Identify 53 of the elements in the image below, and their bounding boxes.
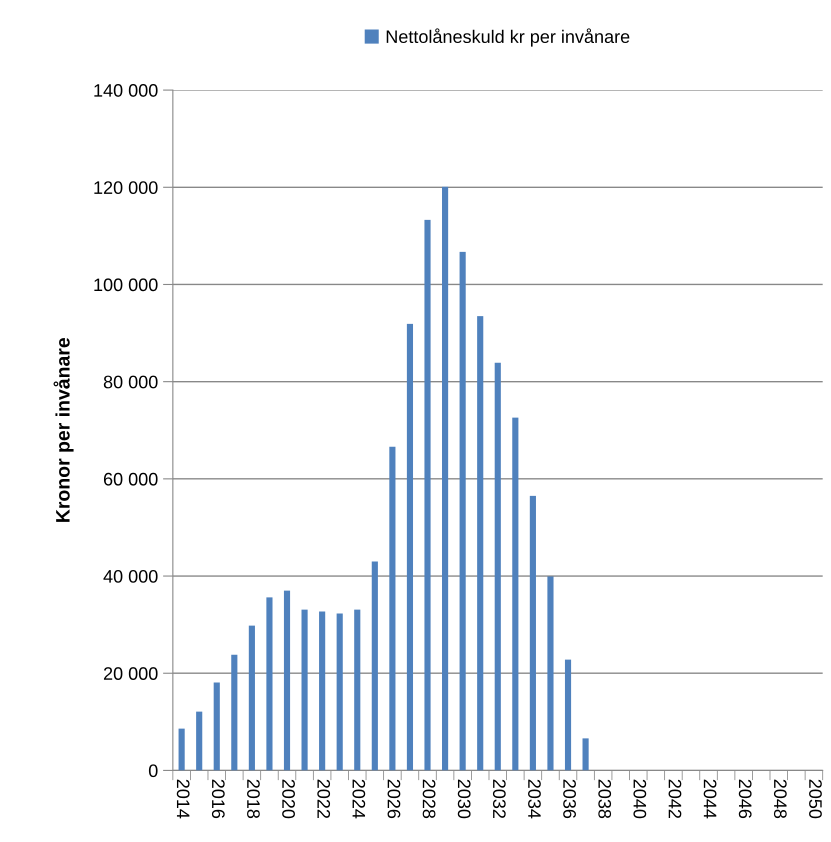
y-tick-label: 60 000 xyxy=(104,472,158,486)
bar xyxy=(196,712,202,770)
x-tick-label: 2034 xyxy=(528,780,541,818)
bar xyxy=(530,496,536,770)
x-tick-label: 2042 xyxy=(668,780,682,818)
bar xyxy=(547,576,554,770)
x-tick-label: 2024 xyxy=(352,780,366,818)
bar xyxy=(336,613,343,770)
bar xyxy=(389,446,396,770)
bar xyxy=(460,252,466,770)
x-tick-label: 2026 xyxy=(388,780,400,818)
y-tick-label: 100 000 xyxy=(94,278,158,292)
bar xyxy=(424,220,431,770)
x-tick-label: 2040 xyxy=(633,780,646,818)
bar xyxy=(319,612,326,770)
x-tick-label: 2030 xyxy=(458,780,471,818)
x-tick-label: 2020 xyxy=(282,780,295,818)
bar xyxy=(248,626,255,770)
x-tick-label: 2044 xyxy=(704,780,716,818)
bar xyxy=(231,654,238,770)
x-tick-label: 2050 xyxy=(809,780,822,818)
x-tick-label: 2022 xyxy=(317,780,330,818)
x-tick-label: 2048 xyxy=(774,780,787,818)
legend-label: Nettolåneskuld kr per invånare xyxy=(386,28,630,47)
bar xyxy=(406,324,414,770)
x-tick-label: 2032 xyxy=(492,780,506,818)
bar xyxy=(512,418,518,770)
x-tick-label: 2036 xyxy=(563,780,576,818)
bar xyxy=(564,660,572,770)
bar xyxy=(494,362,501,770)
bar xyxy=(302,610,308,770)
bar xyxy=(442,186,448,770)
y-tick-label: 0 xyxy=(148,764,158,778)
x-tick-label: 2014 xyxy=(176,780,190,818)
x-tick-label: 2028 xyxy=(422,780,436,818)
bar xyxy=(354,610,360,770)
bar xyxy=(582,738,589,770)
y-axis-title: Kronor per invånare xyxy=(54,338,74,522)
bar xyxy=(266,597,273,770)
y-tick-label: 40 000 xyxy=(103,570,158,583)
x-tick-label: 2016 xyxy=(212,780,225,818)
bar xyxy=(477,316,484,770)
x-tick-label: 2046 xyxy=(738,780,752,818)
bar xyxy=(284,590,290,770)
bar xyxy=(372,561,378,770)
bar xyxy=(178,728,185,770)
y-tick-label: 20 000 xyxy=(104,667,158,680)
x-tick-label: 2038 xyxy=(598,780,612,818)
y-tick-label: 120 000 xyxy=(94,181,158,194)
bar xyxy=(214,682,220,770)
y-tick-label: 80 000 xyxy=(104,376,158,388)
x-tick-label: 2018 xyxy=(247,780,260,818)
y-tick-label: 140 000 xyxy=(94,84,158,97)
